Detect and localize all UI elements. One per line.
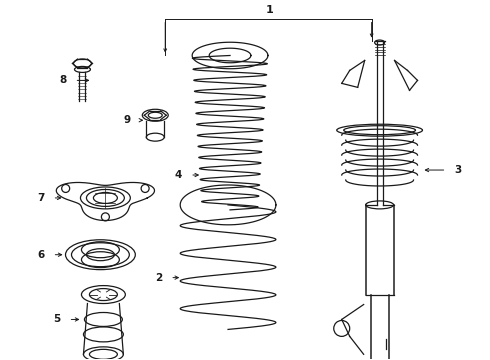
Text: 8: 8 bbox=[59, 75, 67, 85]
Text: 9: 9 bbox=[123, 115, 130, 125]
Text: 1: 1 bbox=[266, 5, 274, 15]
Text: 3: 3 bbox=[454, 165, 462, 175]
Text: 4: 4 bbox=[175, 170, 182, 180]
Text: 2: 2 bbox=[155, 273, 162, 283]
Text: 5: 5 bbox=[53, 314, 61, 324]
Text: 6: 6 bbox=[37, 250, 45, 260]
Text: 7: 7 bbox=[37, 193, 45, 203]
